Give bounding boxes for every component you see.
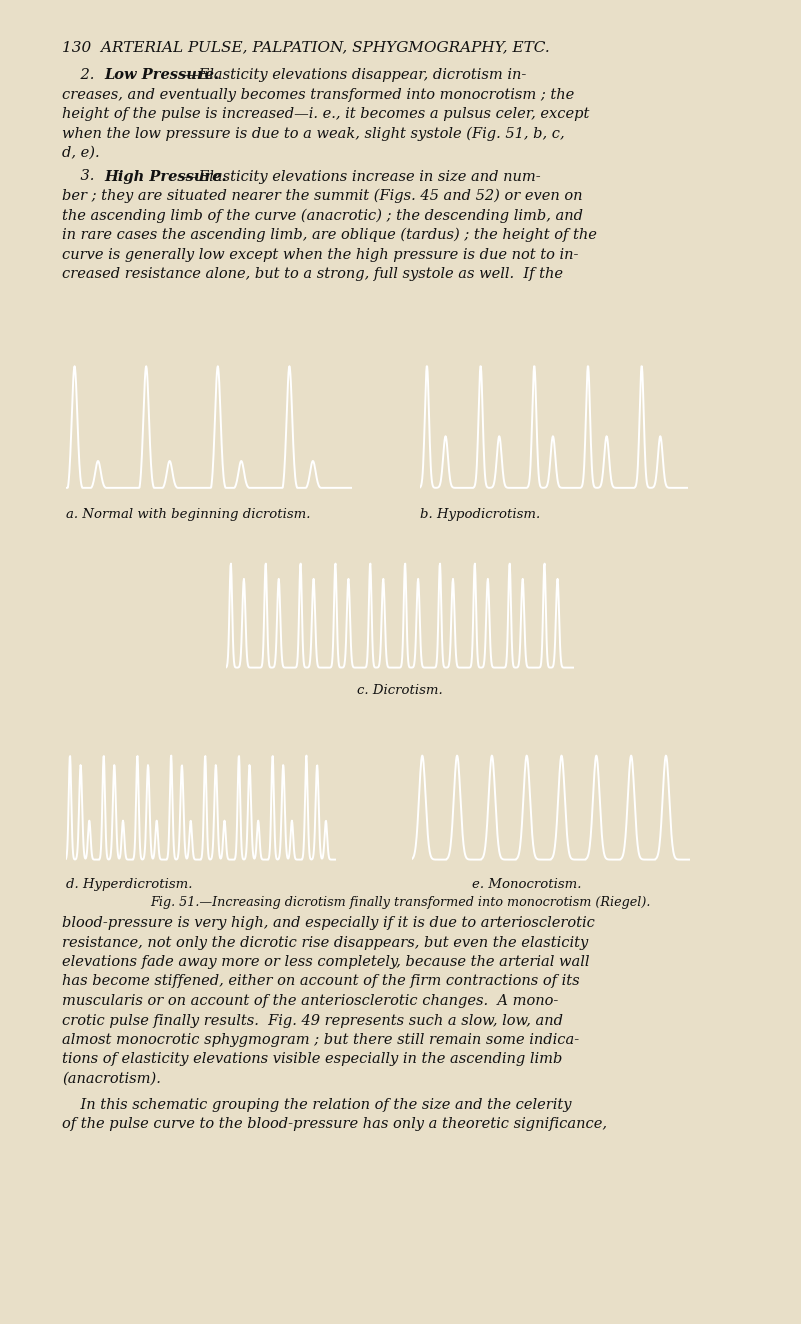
Text: ber ; they are situated nearer the summit (Figs. 45 and 52) or even on: ber ; they are situated nearer the summi… [62,189,582,204]
Text: d. Hyperdicrotism.: d. Hyperdicrotism. [66,878,192,891]
Text: c. Dicrotism.: c. Dicrotism. [357,685,443,696]
Text: —Elasticity elevations disappear, dicrotism in-: —Elasticity elevations disappear, dicrot… [184,68,526,82]
Text: muscularis or on account of the anteriosclerotic changes.  A mono-: muscularis or on account of the anterios… [62,994,558,1008]
Text: d, e).: d, e). [62,146,99,160]
Text: crotic pulse finally results.  Fig. 49 represents such a slow, low, and: crotic pulse finally results. Fig. 49 re… [62,1013,563,1027]
Text: creases, and eventually becomes transformed into monocrotism ; the: creases, and eventually becomes transfor… [62,87,574,102]
Text: b. Hypodicrotism.: b. Hypodicrotism. [420,508,540,522]
Text: almost monocrotic sphygmogram ; but there still remain some indica-: almost monocrotic sphygmogram ; but ther… [62,1033,579,1047]
Text: of the pulse curve to the blood-pressure has only a theoretic significance,: of the pulse curve to the blood-pressure… [62,1117,607,1131]
Text: has become stiffened, either on account of the firm contractions of its: has become stiffened, either on account … [62,974,580,989]
Text: Low Pressure.: Low Pressure. [105,68,219,82]
Text: High Pressure.: High Pressure. [105,169,227,184]
Text: 2.: 2. [62,68,99,82]
Text: creased resistance alone, but to a strong, full systole as well.  If the: creased resistance alone, but to a stron… [62,267,563,281]
Text: the ascending limb of the curve (anacrotic) ; the descending limb, and: the ascending limb of the curve (anacrot… [62,208,583,222]
Text: tions of elasticity elevations visible especially in the ascending limb: tions of elasticity elevations visible e… [62,1053,562,1067]
Text: a. Normal with beginning dicrotism.: a. Normal with beginning dicrotism. [66,508,311,522]
Text: In this schematic grouping the relation of the size and the celerity: In this schematic grouping the relation … [62,1098,571,1112]
Text: 3.: 3. [62,169,99,184]
Text: (anacrotism).: (anacrotism). [62,1072,161,1086]
Text: height of the pulse is increased—i. e., it becomes a pulsus celer, except: height of the pulse is increased—i. e., … [62,107,590,120]
Text: e. Monocrotism.: e. Monocrotism. [472,878,582,891]
Text: resistance, not only the dicrotic rise disappears, but even the elasticity: resistance, not only the dicrotic rise d… [62,936,588,949]
Text: in rare cases the ascending limb, are oblique (tardus) ; the height of the: in rare cases the ascending limb, are ob… [62,228,597,242]
Text: elevations fade away more or less completely, because the arterial wall: elevations fade away more or less comple… [62,955,590,969]
Text: —Elasticity elevations increase in size and num-: —Elasticity elevations increase in size … [184,169,541,184]
Text: blood-pressure is very high, and especially if it is due to arteriosclerotic: blood-pressure is very high, and especia… [62,916,595,929]
Text: Fig. 51.—Increasing dicrotism finally transformed into monocrotism (Riegel).: Fig. 51.—Increasing dicrotism finally tr… [150,896,650,910]
Text: when the low pressure is due to a weak, slight systole (Fig. 51, b, c,: when the low pressure is due to a weak, … [62,127,565,140]
Text: 130  ARTERIAL PULSE, PALPATION, SPHYGMOGRAPHY, ETC.: 130 ARTERIAL PULSE, PALPATION, SPHYGMOGR… [62,40,549,54]
Text: curve is generally low except when the high pressure is due not to in-: curve is generally low except when the h… [62,248,578,262]
